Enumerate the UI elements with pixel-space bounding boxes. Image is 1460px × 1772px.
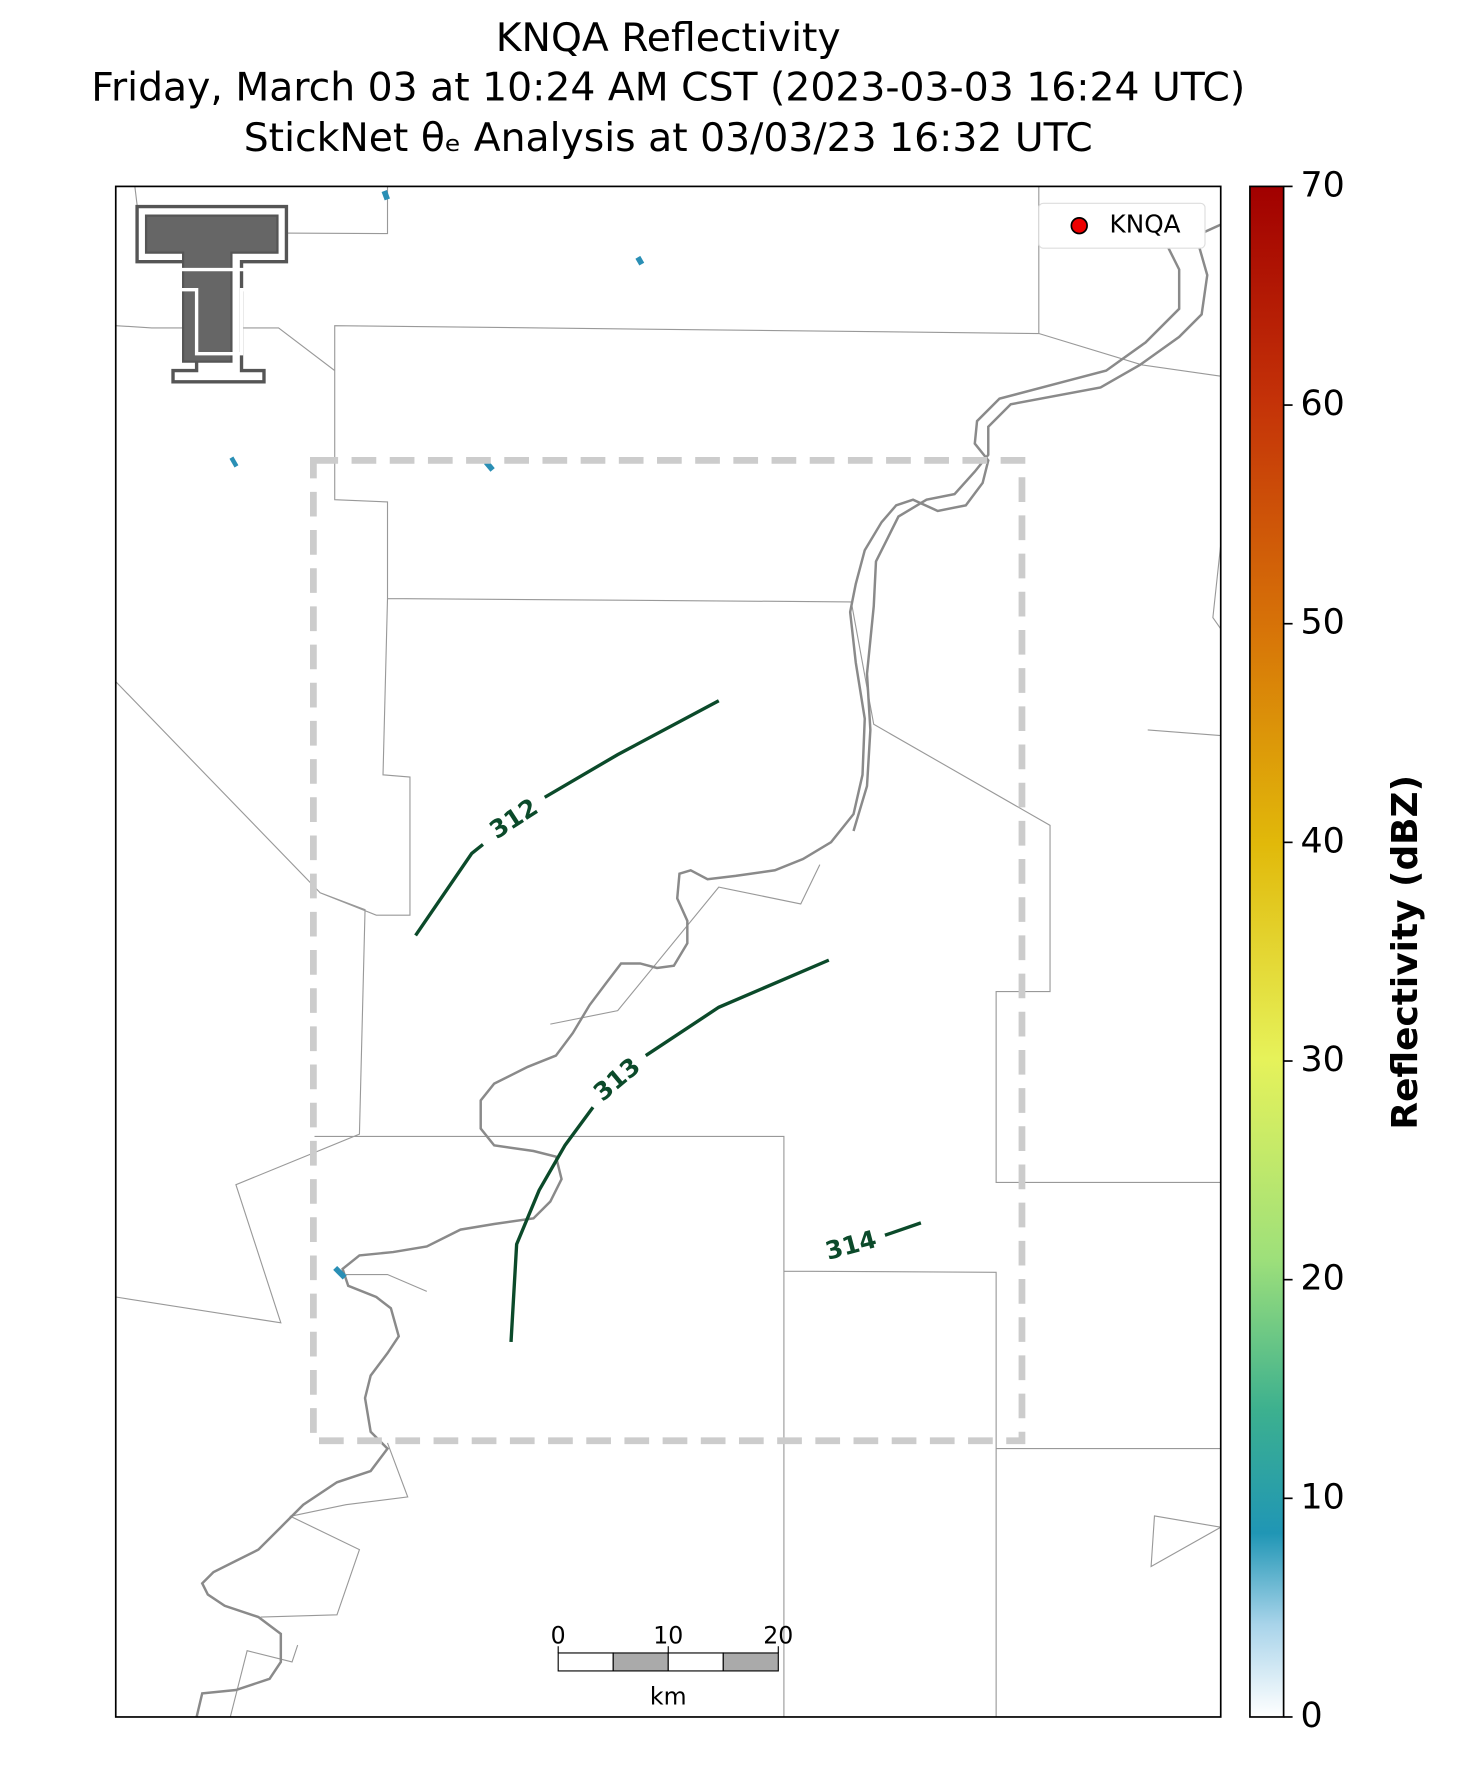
colorbar-tick-label: 70 bbox=[1300, 165, 1344, 205]
colorbar-tick-label: 0 bbox=[1300, 1696, 1322, 1736]
colorbar-label: Reflectivity (dBZ) bbox=[1385, 775, 1426, 1130]
contour-label: 313 bbox=[588, 1051, 646, 1106]
contour bbox=[884, 1221, 922, 1237]
colorbar-tick-label: 50 bbox=[1300, 603, 1344, 643]
colorbar-tick-label: 30 bbox=[1300, 1040, 1344, 1080]
contour bbox=[414, 699, 720, 937]
colorbar-tick-label: 20 bbox=[1300, 1259, 1344, 1299]
contour bbox=[509, 958, 830, 1343]
colorbar-tick-label: 60 bbox=[1300, 384, 1344, 424]
title: KNQA Reflectivity bbox=[496, 16, 841, 61]
scale-tick-label: 0 bbox=[551, 1622, 566, 1650]
colorbar-tick-label: 40 bbox=[1300, 821, 1344, 861]
scale-unit: km bbox=[650, 1682, 687, 1710]
legend-label: KNQA bbox=[1110, 210, 1181, 239]
colorbar-tick-label: 10 bbox=[1300, 1477, 1344, 1517]
contour-label: 314 bbox=[822, 1224, 879, 1265]
legend-marker bbox=[1070, 217, 1088, 235]
river bbox=[852, 223, 1221, 832]
title: Friday, March 03 at 10:24 AM CST (2023-0… bbox=[91, 65, 1245, 110]
contour-label: 312 bbox=[484, 792, 543, 844]
map bbox=[115, 186, 1221, 1717]
legend-box bbox=[1038, 202, 1206, 249]
colorbar bbox=[1249, 185, 1285, 1718]
scale-bar: km bbox=[557, 1652, 779, 1710]
county-line bbox=[115, 186, 1221, 1717]
map-frame bbox=[114, 185, 1222, 1718]
analysis-domain bbox=[310, 457, 1026, 1445]
logo bbox=[135, 204, 289, 384]
echo bbox=[229, 190, 645, 1280]
scale-tick-label: 20 bbox=[763, 1622, 793, 1650]
title: StickNet θₑ Analysis at 03/03/23 16:32 U… bbox=[244, 116, 1093, 161]
scale-tick-label: 10 bbox=[653, 1622, 683, 1650]
river bbox=[195, 224, 1181, 1717]
legend: KNQA bbox=[1038, 202, 1206, 249]
